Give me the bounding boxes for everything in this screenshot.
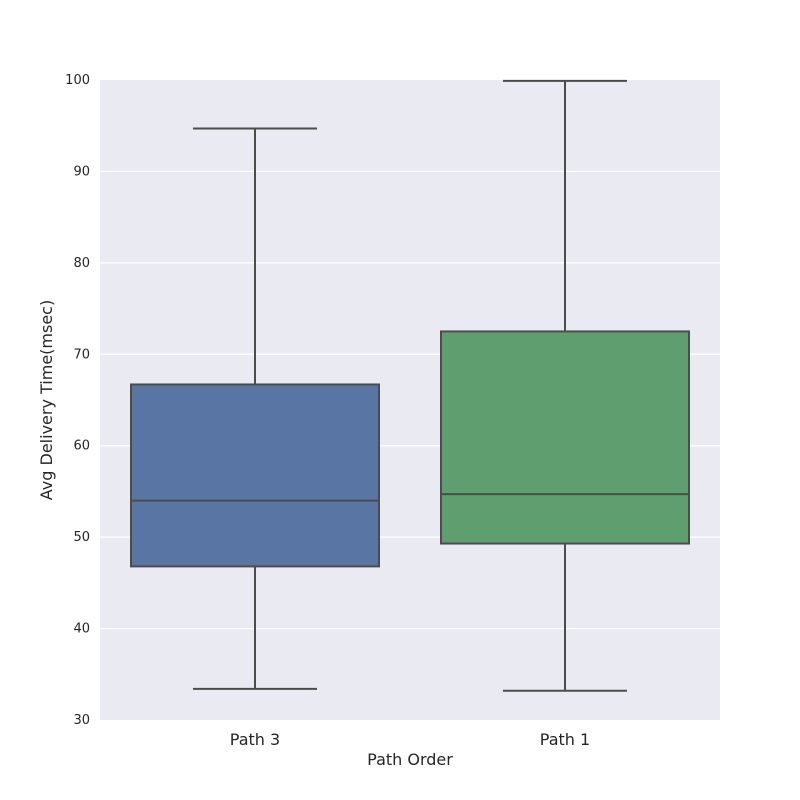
iqr-box	[130, 383, 380, 568]
box-path-3	[130, 127, 380, 690]
x-axis-label: Path Order	[367, 750, 453, 769]
y-tick-label-80: 80	[73, 256, 90, 271]
y-tick-label-100: 100	[65, 73, 90, 88]
y-tick-label-90: 90	[73, 164, 90, 179]
y-tick-label-30: 30	[73, 713, 90, 728]
x-tick-label-path-3: Path 3	[230, 730, 280, 749]
y-tick-label-60: 60	[73, 439, 90, 454]
boxes	[130, 79, 690, 692]
y-axis-label: Avg Delivery Time(msec)	[37, 300, 56, 500]
y-tick-labels: 30 40 50 60 70 80 90 100	[65, 73, 90, 728]
y-tick-label-40: 40	[73, 622, 90, 637]
y-tick-label-70: 70	[73, 347, 90, 362]
x-tick-labels: Path 3 Path 1	[230, 730, 590, 749]
iqr-box	[440, 330, 690, 545]
box-path-1	[440, 79, 690, 692]
y-tick-label-50: 50	[73, 530, 90, 545]
x-tick-label-path-1: Path 1	[540, 730, 590, 749]
